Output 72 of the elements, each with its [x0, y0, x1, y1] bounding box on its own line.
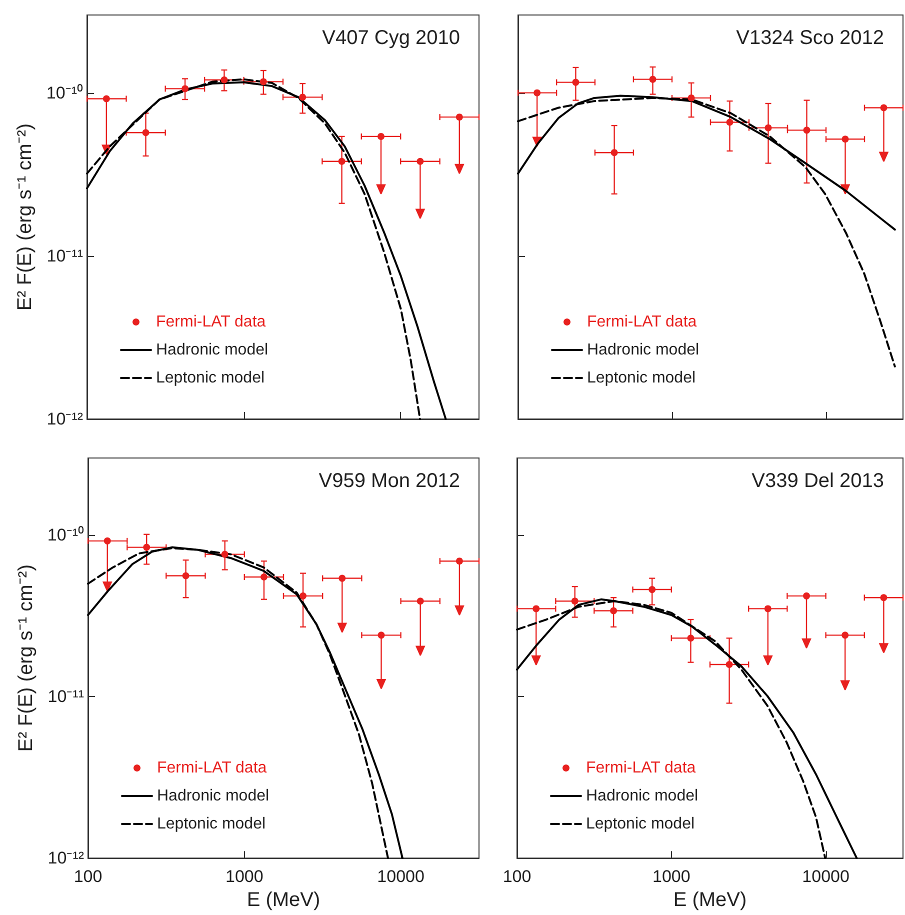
x-tick-label: 10000: [802, 867, 850, 886]
point: [571, 598, 578, 605]
y-tick-label: 10⁻¹²: [48, 848, 84, 868]
point: [534, 89, 541, 96]
legend-label: Hadronic model: [157, 788, 270, 804]
point: [764, 605, 772, 612]
point: [378, 632, 385, 639]
legend-label: Fermi-LAT data: [587, 314, 697, 330]
y-axis-title: E² F(E) (erg s⁻¹ cm⁻²): [14, 123, 36, 311]
y-tick-label: 10⁻¹⁰: [47, 526, 84, 545]
legend-label: Fermi-LAT data: [586, 760, 696, 776]
point: [532, 605, 540, 612]
point: [143, 544, 150, 551]
x-axis-title: E (MeV): [673, 889, 747, 911]
point: [104, 537, 111, 544]
y-tick-label: 10⁻¹¹: [46, 246, 84, 266]
point: [221, 550, 228, 558]
legend-label: Leptonic model: [586, 816, 695, 832]
x-tick-label: 1000: [225, 867, 264, 886]
x-tick-label: 10000: [377, 867, 424, 886]
legend-label: Fermi-LAT data: [157, 760, 267, 776]
point: [456, 558, 463, 565]
point: [688, 94, 695, 102]
legend-label: Hadronic model: [156, 342, 268, 358]
x-tick-label: 100: [74, 867, 102, 886]
point: [416, 158, 424, 165]
point: [300, 592, 307, 600]
point: [610, 607, 618, 614]
point: [220, 76, 228, 84]
legend-label: Leptonic model: [587, 370, 696, 386]
point: [182, 85, 189, 92]
point: [182, 572, 190, 580]
point: [102, 95, 110, 102]
point: [260, 78, 267, 86]
point: [803, 592, 810, 600]
point: [726, 660, 733, 668]
y-tick-label: 10⁻¹¹: [48, 687, 84, 706]
point: [842, 136, 849, 143]
legend-label: Fermi-LAT data: [156, 314, 266, 330]
point: [764, 124, 772, 132]
legend-label: Leptonic model: [156, 370, 265, 386]
text: V959 Mon 2012: [318, 470, 460, 492]
legend-label: Hadronic model: [587, 342, 700, 358]
text: V1324 Sco 2012: [736, 27, 884, 49]
point: [648, 586, 656, 594]
point: [726, 118, 734, 126]
text: V407 Cyg 2010: [322, 27, 460, 49]
point: [378, 132, 384, 140]
y-axis-title: E² F(E) (erg s⁻¹ cm⁻²): [15, 564, 37, 752]
point: [338, 158, 346, 165]
x-tick-label: 1000: [652, 867, 690, 886]
point: [572, 78, 580, 86]
point: [260, 574, 268, 580]
y-tick-label: 10⁻¹⁰: [46, 83, 83, 102]
point: [456, 114, 463, 121]
point: [338, 574, 346, 582]
point: [842, 632, 849, 639]
point: [880, 104, 888, 112]
legend-label: Leptonic model: [157, 816, 266, 832]
point: [880, 594, 888, 602]
point: [803, 126, 810, 134]
point: [416, 598, 424, 605]
point: [610, 149, 618, 156]
x-tick-label: 100: [502, 867, 532, 886]
point: [142, 129, 150, 136]
y-tick-label: 10⁻¹²: [46, 410, 84, 428]
point: [687, 634, 694, 642]
point: [299, 94, 306, 101]
text: V339 Del 2013: [752, 470, 884, 492]
point: [649, 76, 656, 83]
x-axis-title: E (MeV): [246, 889, 320, 911]
legend-label: Hadronic model: [586, 788, 698, 804]
